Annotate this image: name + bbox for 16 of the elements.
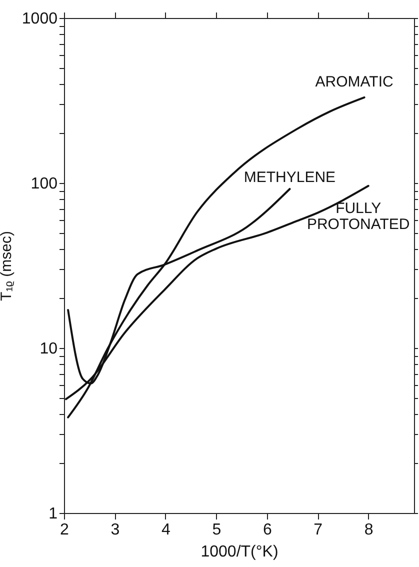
- x-tick-label: 2: [60, 522, 70, 538]
- y-axis-title: T₁ᵨ (msec): [0, 231, 15, 301]
- series-label: FULLY PROTONATED: [306, 200, 410, 233]
- y-tick-label: 100: [30, 176, 58, 192]
- x-axis-title: 1000/T(°K): [200, 544, 278, 560]
- x-tick-label: 7: [314, 522, 323, 538]
- series-label: METHYLENE: [244, 168, 336, 186]
- x-tick-label: 8: [364, 522, 374, 538]
- x-tick-label: 5: [212, 522, 222, 538]
- series-label: AROMATIC: [315, 73, 394, 90]
- x-tick-label: 6: [262, 522, 272, 538]
- y-tick-label: 1: [48, 506, 58, 522]
- y-tick-label: 1000: [22, 10, 58, 28]
- x-tick-label: 3: [110, 522, 120, 538]
- y-tick-label: 10: [40, 340, 58, 358]
- x-tick-label: 4: [161, 522, 170, 538]
